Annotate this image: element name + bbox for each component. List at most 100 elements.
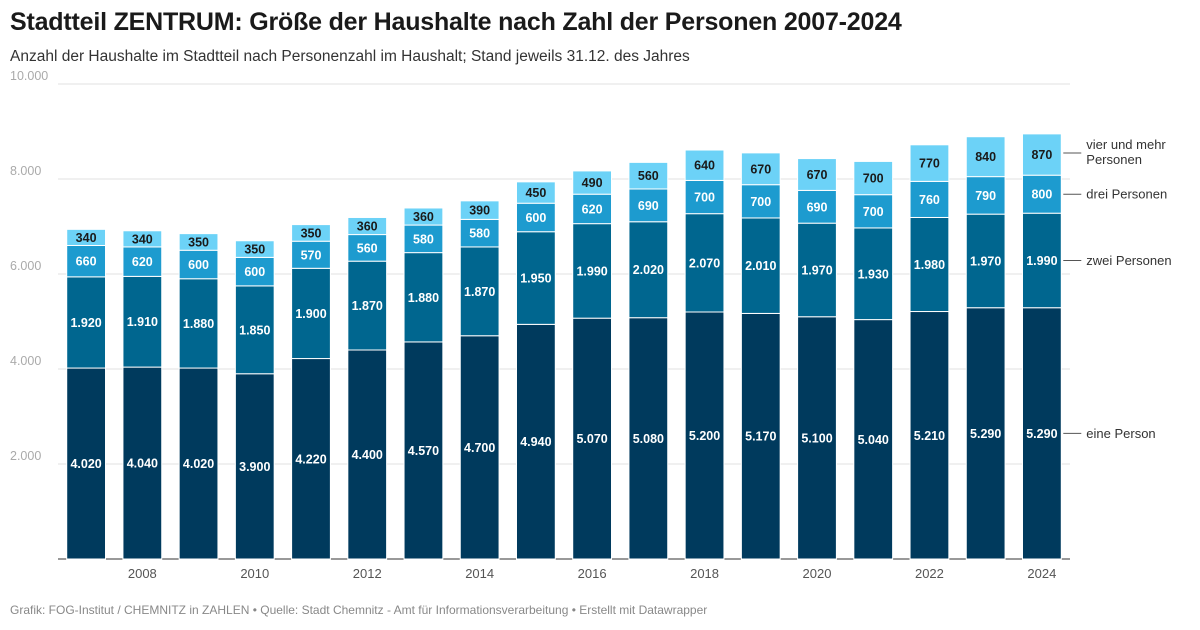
data-label: 4.940 xyxy=(520,435,551,449)
bar-segment xyxy=(1021,174,1062,214)
chart-title: Stadtteil ZENTRUM: Größe der Haushalte n… xyxy=(10,8,902,36)
bar-segment xyxy=(1021,133,1062,176)
bar-stack-2011: 4.220 1.900 570 350 xyxy=(291,224,331,560)
y-tick-label: 6.000 xyxy=(10,259,41,273)
bar-segment xyxy=(178,233,219,251)
bar-segment xyxy=(853,319,894,560)
data-label: 770 xyxy=(919,157,940,171)
data-label: 5.210 xyxy=(914,429,945,443)
y-tick-label: 8.000 xyxy=(10,164,41,178)
bar-stack-2021: 5.040 1.930 700 700 xyxy=(853,160,894,560)
data-label: 1.950 xyxy=(520,272,551,286)
bar-segment xyxy=(909,216,950,313)
data-label: 640 xyxy=(694,159,715,173)
data-label: 1.920 xyxy=(70,316,101,330)
data-label: 670 xyxy=(750,162,771,176)
bar-segment xyxy=(965,176,1006,215)
data-label: 4.570 xyxy=(408,444,439,458)
bar-stack-2009: 4.020 1.880 600 350 xyxy=(178,233,219,560)
data-label: 800 xyxy=(1031,188,1052,202)
data-label: 360 xyxy=(413,210,434,224)
bar-segment xyxy=(66,276,107,369)
bar-stack-2023: 5.290 1.970 790 840 xyxy=(965,136,1006,560)
data-label: 4.220 xyxy=(295,452,326,466)
bar-segment xyxy=(403,207,444,226)
data-label: 4.020 xyxy=(70,457,101,471)
bar-stack-2008: 4.040 1.910 620 340 xyxy=(122,230,163,560)
bar-stack-2018: 5.200 2.070 700 640 xyxy=(684,149,725,560)
y-tick-label: 10.000 xyxy=(10,69,48,83)
y-tick-label: 2.000 xyxy=(10,449,41,463)
data-label: 350 xyxy=(188,235,209,249)
bar-segment xyxy=(909,180,950,218)
chart-footer: Grafik: FOG-Institut / CHEMNITZ in ZAHLE… xyxy=(10,603,708,617)
bar-segment xyxy=(122,275,163,368)
gridlines: 2.000 4.000 6.000 8.000 10.000 xyxy=(10,69,1070,560)
bar-segment xyxy=(684,179,725,215)
data-label: 490 xyxy=(582,176,603,190)
data-label: 700 xyxy=(863,172,884,186)
data-label: 360 xyxy=(357,220,378,234)
x-tick-label: 2018 xyxy=(690,566,719,581)
data-label: 1.850 xyxy=(239,323,270,337)
data-label: 390 xyxy=(469,204,490,218)
bar-segment xyxy=(234,285,275,375)
data-label: 350 xyxy=(244,243,265,257)
data-label: 620 xyxy=(582,202,603,216)
bar-segment xyxy=(628,161,669,190)
data-label: 5.100 xyxy=(801,431,832,445)
bar-segment xyxy=(459,246,500,337)
data-label: 4.040 xyxy=(127,457,158,471)
legend-label: drei Personen xyxy=(1086,187,1167,202)
bar-segment xyxy=(965,307,1006,560)
bar-segment xyxy=(628,221,669,319)
data-label: 790 xyxy=(975,189,996,203)
bar-segment xyxy=(797,316,837,560)
bar-segment xyxy=(122,230,163,248)
data-label: 5.290 xyxy=(1026,427,1057,441)
bar-segment xyxy=(459,335,500,560)
data-label: 1.930 xyxy=(858,267,889,281)
bar-segment xyxy=(234,256,275,287)
bar-segment xyxy=(347,260,388,351)
bar-segment xyxy=(122,246,163,277)
data-label: 340 xyxy=(76,231,97,245)
bar-segment xyxy=(515,231,556,325)
bar-stack-2022: 5.210 1.980 760 770 xyxy=(909,144,950,560)
bar-stack-2015: 4.940 1.950 600 450 xyxy=(515,181,556,560)
x-axis: 2008 2010 2012 2014 2016 2018 2020 2022 2024 xyxy=(128,566,1056,581)
bar-stack-2010: 3.900 1.850 600 350 xyxy=(234,240,275,560)
legend-label: vier und mehr xyxy=(1086,137,1166,152)
bar-segment xyxy=(515,181,556,204)
bar-segment xyxy=(178,367,219,560)
bar-segment xyxy=(797,189,837,224)
data-label: 5.200 xyxy=(689,429,720,443)
bar-segment xyxy=(684,149,725,181)
legend-label: Personen xyxy=(1086,152,1142,167)
bar-stack-2024: 5.290 1.990 800 870 xyxy=(1021,133,1062,560)
data-label: 1.990 xyxy=(576,264,607,278)
data-label: 1.870 xyxy=(352,299,383,313)
data-label: 600 xyxy=(188,258,209,272)
x-tick-label: 2020 xyxy=(803,566,832,581)
x-tick-label: 2008 xyxy=(128,566,157,581)
x-tick-label: 2014 xyxy=(465,566,494,581)
bar-segment xyxy=(628,317,669,560)
bar-segment xyxy=(1021,212,1062,309)
bar-segment xyxy=(965,136,1006,178)
bar-segment xyxy=(515,202,556,233)
bar-segment xyxy=(628,188,669,223)
data-label: 5.080 xyxy=(633,432,664,446)
bar-segment xyxy=(234,240,275,258)
bar-segment xyxy=(234,373,275,560)
data-label: 350 xyxy=(301,226,322,240)
data-label: 1.910 xyxy=(127,315,158,329)
bar-segment xyxy=(909,311,950,560)
x-tick-label: 2016 xyxy=(578,566,607,581)
data-label: 2.020 xyxy=(633,263,664,277)
data-label: 5.290 xyxy=(970,427,1001,441)
bar-segment xyxy=(291,224,331,242)
data-label: 3.900 xyxy=(239,460,270,474)
data-label: 600 xyxy=(525,211,546,225)
